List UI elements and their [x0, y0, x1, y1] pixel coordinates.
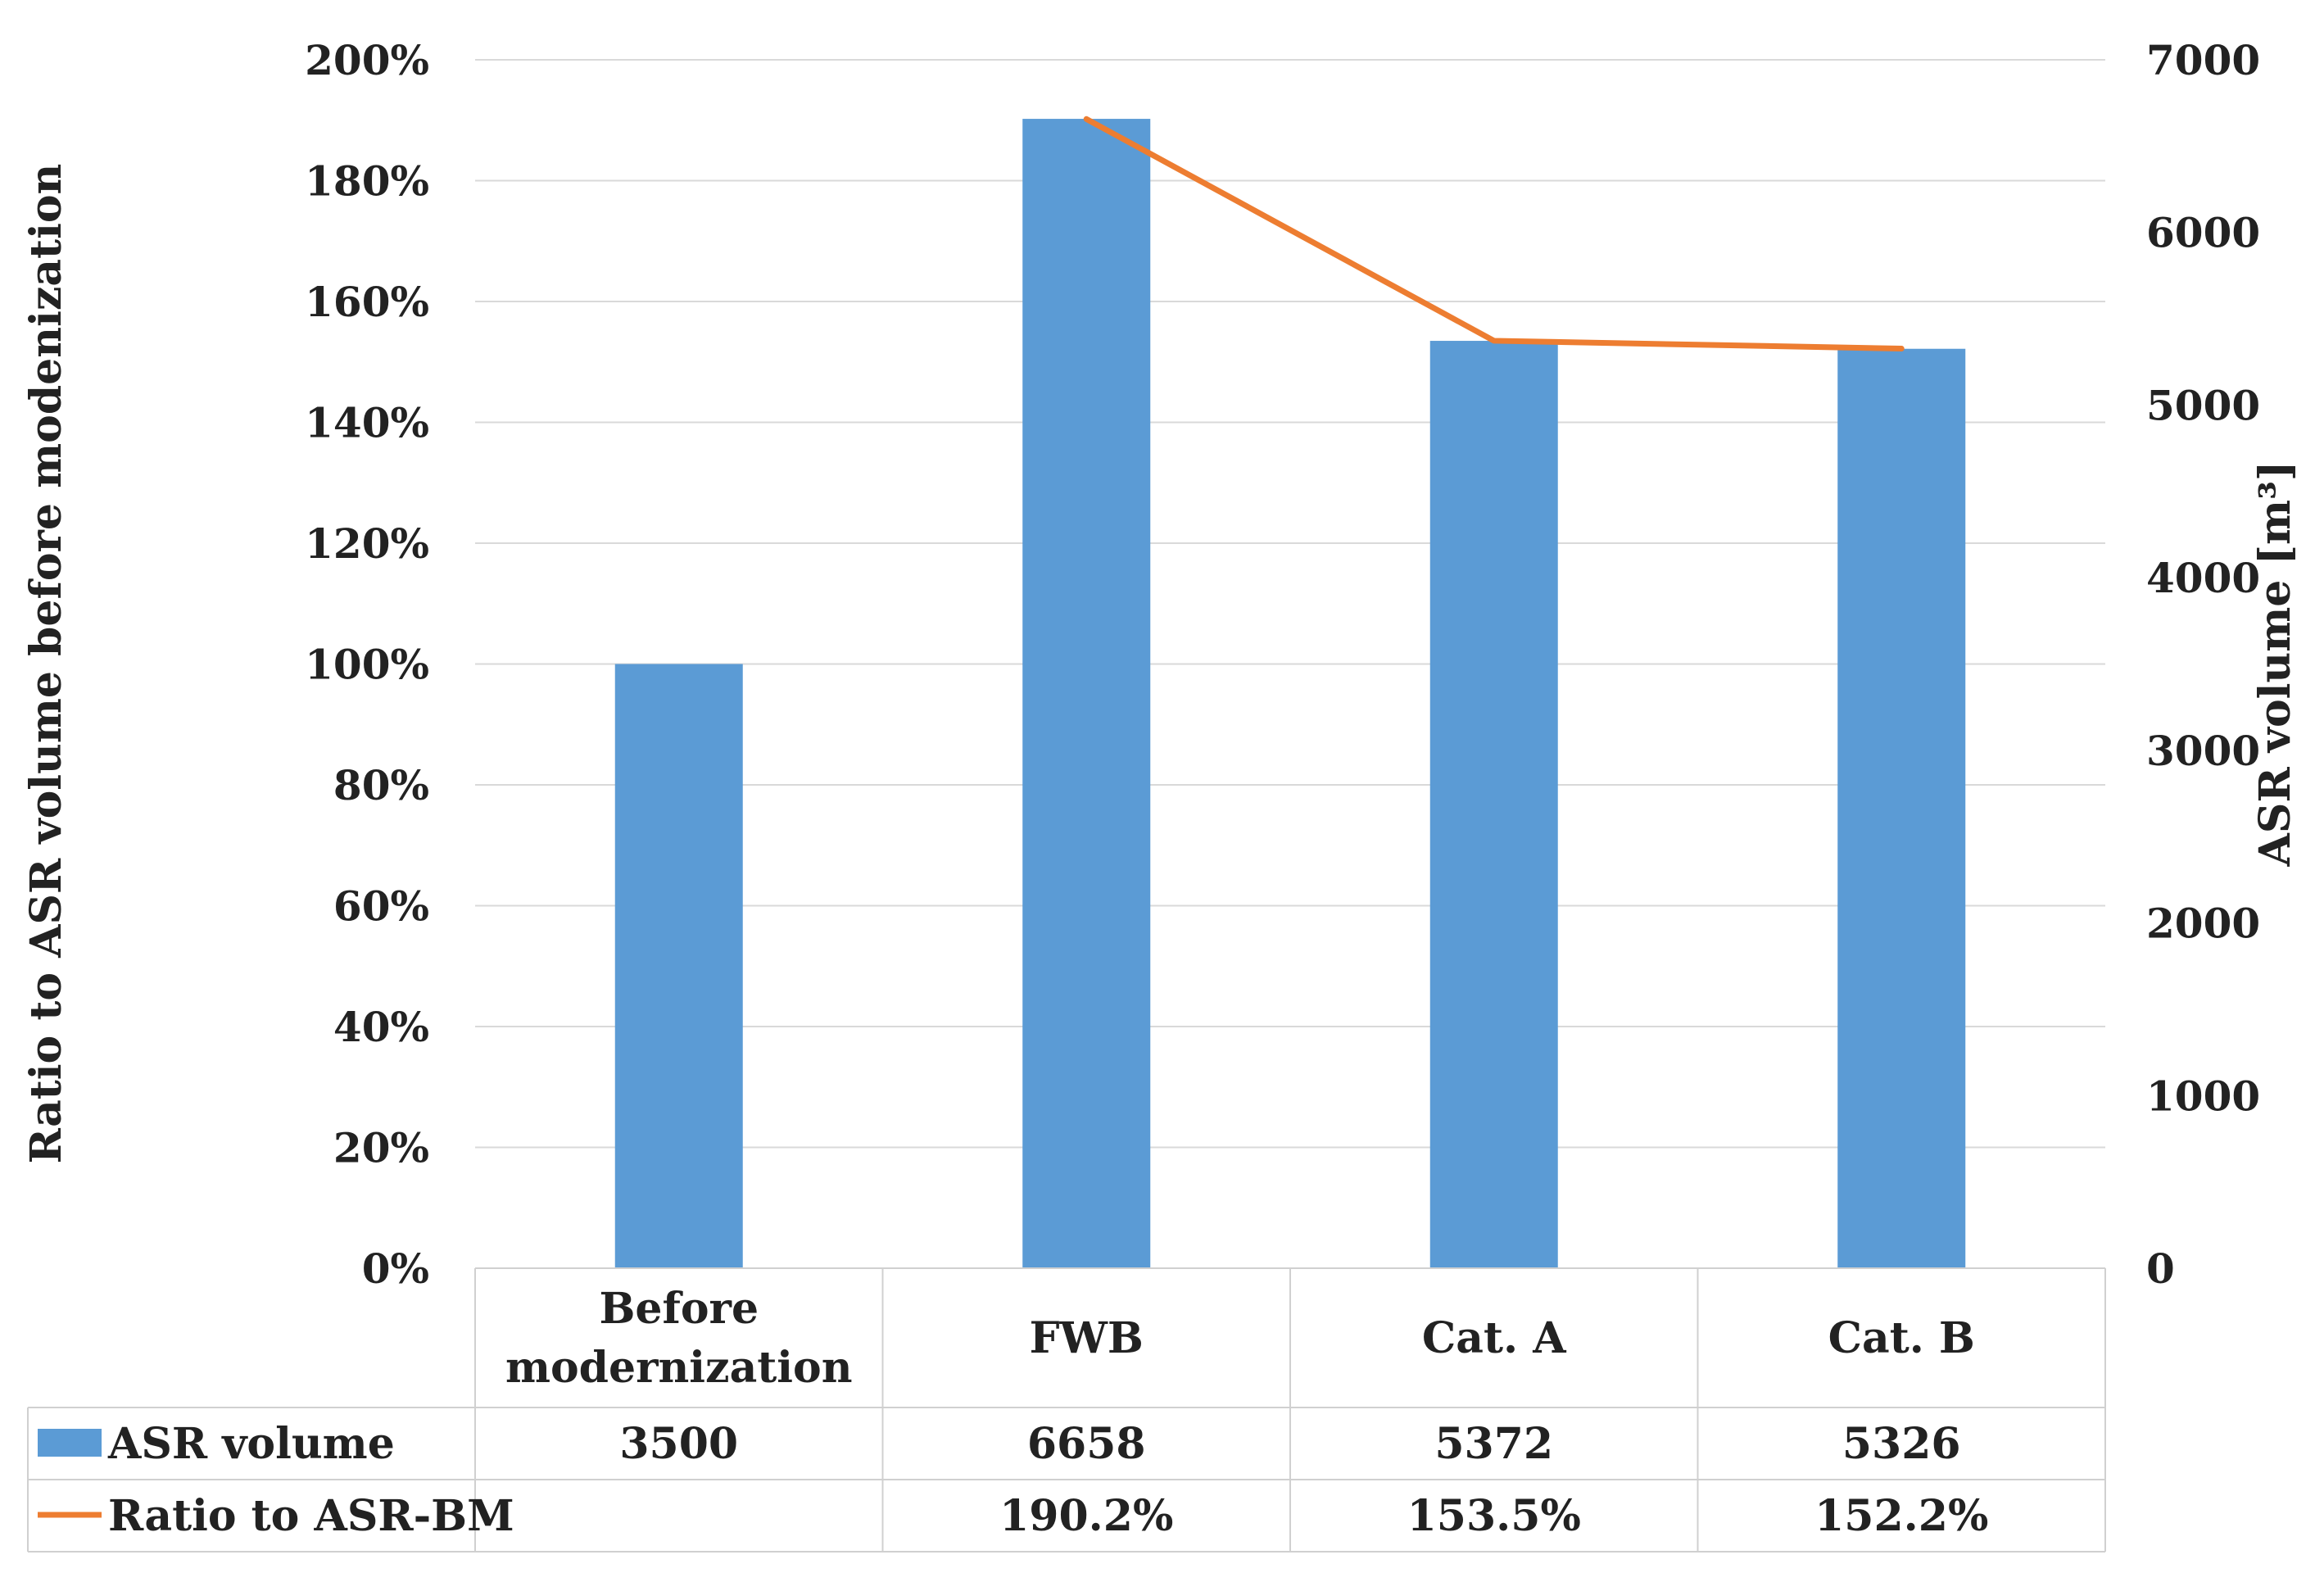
ratio-line: [1083, 116, 1905, 352]
category-label: Before: [599, 1284, 759, 1334]
left-axis-title: Ratio to ASR volume before modenization: [21, 164, 71, 1164]
bar: [1022, 119, 1151, 1268]
table-cell-asr-volume: 3500: [619, 1419, 738, 1469]
left-tick-label: 200%: [305, 36, 429, 84]
left-tick-label: 140%: [305, 399, 429, 447]
right-axis-title: ASR volume [m³]: [2250, 461, 2300, 868]
bar: [1429, 341, 1558, 1268]
data-table: Before modernization FWB Cat. A Cat. B ASR vo…: [27, 1267, 2106, 1553]
left-tick-label: 60%: [333, 882, 429, 931]
bar: [1837, 348, 1966, 1268]
legend-label-ratio: Ratio to ASR-BM: [108, 1491, 514, 1541]
right-axis-ticks: 0 1000 2000 3000 4000 5000 6000 7000: [2146, 36, 2260, 1293]
legend-key-asr-volume: [38, 1429, 102, 1457]
right-tick-label: 6000: [2146, 209, 2260, 257]
category-label: Cat. A: [1422, 1313, 1566, 1363]
left-tick-label: 180%: [305, 157, 429, 206]
category-label: modernization: [505, 1343, 853, 1393]
bar: [614, 664, 743, 1268]
left-tick-label: 80%: [333, 761, 429, 809]
table-cell-asr-volume: 6658: [1027, 1419, 1146, 1469]
gridlines: [475, 59, 2105, 1269]
right-tick-label: 4000: [2146, 554, 2260, 602]
left-tick-label: 20%: [333, 1124, 429, 1172]
table-cell-asr-volume: 5326: [1842, 1419, 1961, 1469]
right-tick-label: 0: [2146, 1244, 2175, 1293]
category-label: FWB: [1030, 1313, 1144, 1363]
category-label: Cat. B: [1828, 1313, 1975, 1363]
left-tick-label: 40%: [333, 1003, 429, 1051]
table-cell-ratio: 152.2%: [1814, 1491, 1988, 1541]
table-cell-ratio: 153.5%: [1407, 1491, 1581, 1541]
right-tick-label: 3000: [2146, 727, 2260, 775]
left-tick-label: 160%: [305, 278, 429, 326]
right-tick-label: 2000: [2146, 900, 2260, 948]
bar-series: [614, 119, 1966, 1268]
line-series: [1083, 116, 1905, 352]
table-cell-ratio: 190.2%: [999, 1491, 1173, 1541]
right-tick-label: 1000: [2146, 1072, 2260, 1120]
table-cell-asr-volume: 5372: [1434, 1419, 1553, 1469]
left-tick-label: 0%: [362, 1244, 429, 1293]
right-tick-label: 7000: [2146, 36, 2260, 84]
right-tick-label: 5000: [2146, 381, 2260, 429]
left-tick-label: 100%: [305, 641, 429, 689]
left-tick-label: 120%: [305, 519, 429, 568]
legend-label-asr-volume: ASR volume: [107, 1419, 395, 1469]
left-axis-ticks: 0% 20% 40% 60% 80% 100% 120% 140% 160% 180% 200%: [305, 36, 429, 1293]
